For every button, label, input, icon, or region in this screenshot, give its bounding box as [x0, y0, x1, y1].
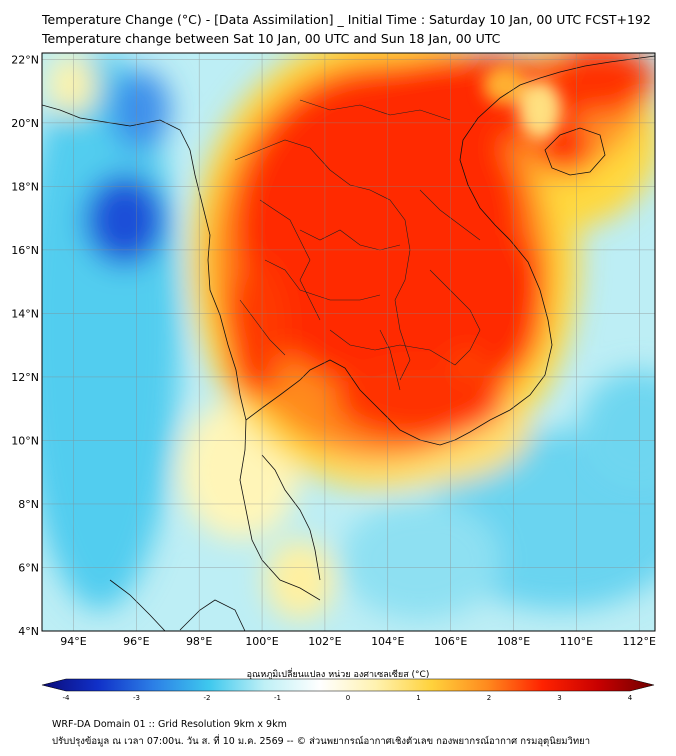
- coastlines: [42, 55, 655, 631]
- footer-line-1: WRF-DA Domain 01 :: Grid Resolution 9km …: [52, 719, 287, 730]
- latitude-label: 16°N: [11, 244, 39, 257]
- colorbar-bar: [41, 678, 655, 692]
- latitude-labels: 4°N 6°N 8°N 10°N 12°N 14°N 16°N 18°N 20°N 22°N: [11, 53, 39, 638]
- latitude-label: 14°N: [11, 307, 39, 320]
- temperature-field: [42, 53, 655, 631]
- title-line-1: Temperature Change (°C) - [Data Assimila…: [42, 12, 651, 27]
- longitude-label: 102°E: [308, 635, 341, 648]
- map-frame: [41, 52, 656, 632]
- latitude-label: 18°N: [11, 180, 39, 193]
- country-borders: [234, 99, 481, 391]
- latitude-label: 10°N: [11, 434, 39, 447]
- colorbar-tick-label: -3: [133, 694, 140, 702]
- longitude-label: 106°E: [434, 635, 467, 648]
- longitude-label: 104°E: [371, 635, 404, 648]
- colorbar-tick-label: -4: [63, 694, 71, 702]
- longitude-label: 94°E: [60, 635, 86, 648]
- latitude-label: 12°N: [11, 371, 39, 384]
- colorbar-label: อุณหภูมิเปลี่ยนแปลง หน่วย องศาเซลเซียส (…: [246, 670, 430, 680]
- temperature-change-map: 94°E 96°E 98°E 100°E 102°E 104°E 106°E 108°E 110…: [11, 52, 656, 648]
- graticule: [42, 53, 655, 632]
- latitude-label: 22°N: [11, 53, 39, 66]
- latitude-label: 4°N: [18, 625, 39, 638]
- colorbar-tick-label: 4: [628, 694, 633, 702]
- latitude-label: 8°N: [18, 498, 39, 511]
- longitude-label: 112°E: [623, 635, 656, 648]
- title-line-2: Temperature change between Sat 10 Jan, 0…: [42, 31, 501, 46]
- longitude-labels: 94°E 96°E 98°E 100°E 102°E 104°E 106°E 108°E 110…: [60, 635, 656, 648]
- footer-line-2: ปรับปรุงข้อมูล ณ เวลา 07:00น. วัน ส. ที่…: [52, 736, 591, 747]
- latitude-label: 6°N: [18, 561, 39, 574]
- colorbar-tick-label: 2: [487, 694, 491, 702]
- latitude-label: 20°N: [11, 117, 39, 130]
- longitude-label: 108°E: [497, 635, 530, 648]
- longitude-label: 98°E: [186, 635, 212, 648]
- colorbar-tick-label: -1: [274, 694, 281, 702]
- colorbar-ticks: -4 -3 -2 -1 0 1 2 3 4: [63, 694, 633, 702]
- colorbar-tick-label: 0: [346, 694, 350, 702]
- colorbar-tick-label: -2: [204, 694, 211, 702]
- longitude-label: 96°E: [123, 635, 149, 648]
- longitude-label: 110°E: [560, 635, 593, 648]
- colorbar-tick-label: 1: [416, 694, 420, 702]
- colorbar-tick-label: 3: [557, 694, 561, 702]
- colorbar: -4 -3 -2 -1 0 1 2 3 4: [41, 678, 655, 702]
- longitude-label: 100°E: [245, 635, 278, 648]
